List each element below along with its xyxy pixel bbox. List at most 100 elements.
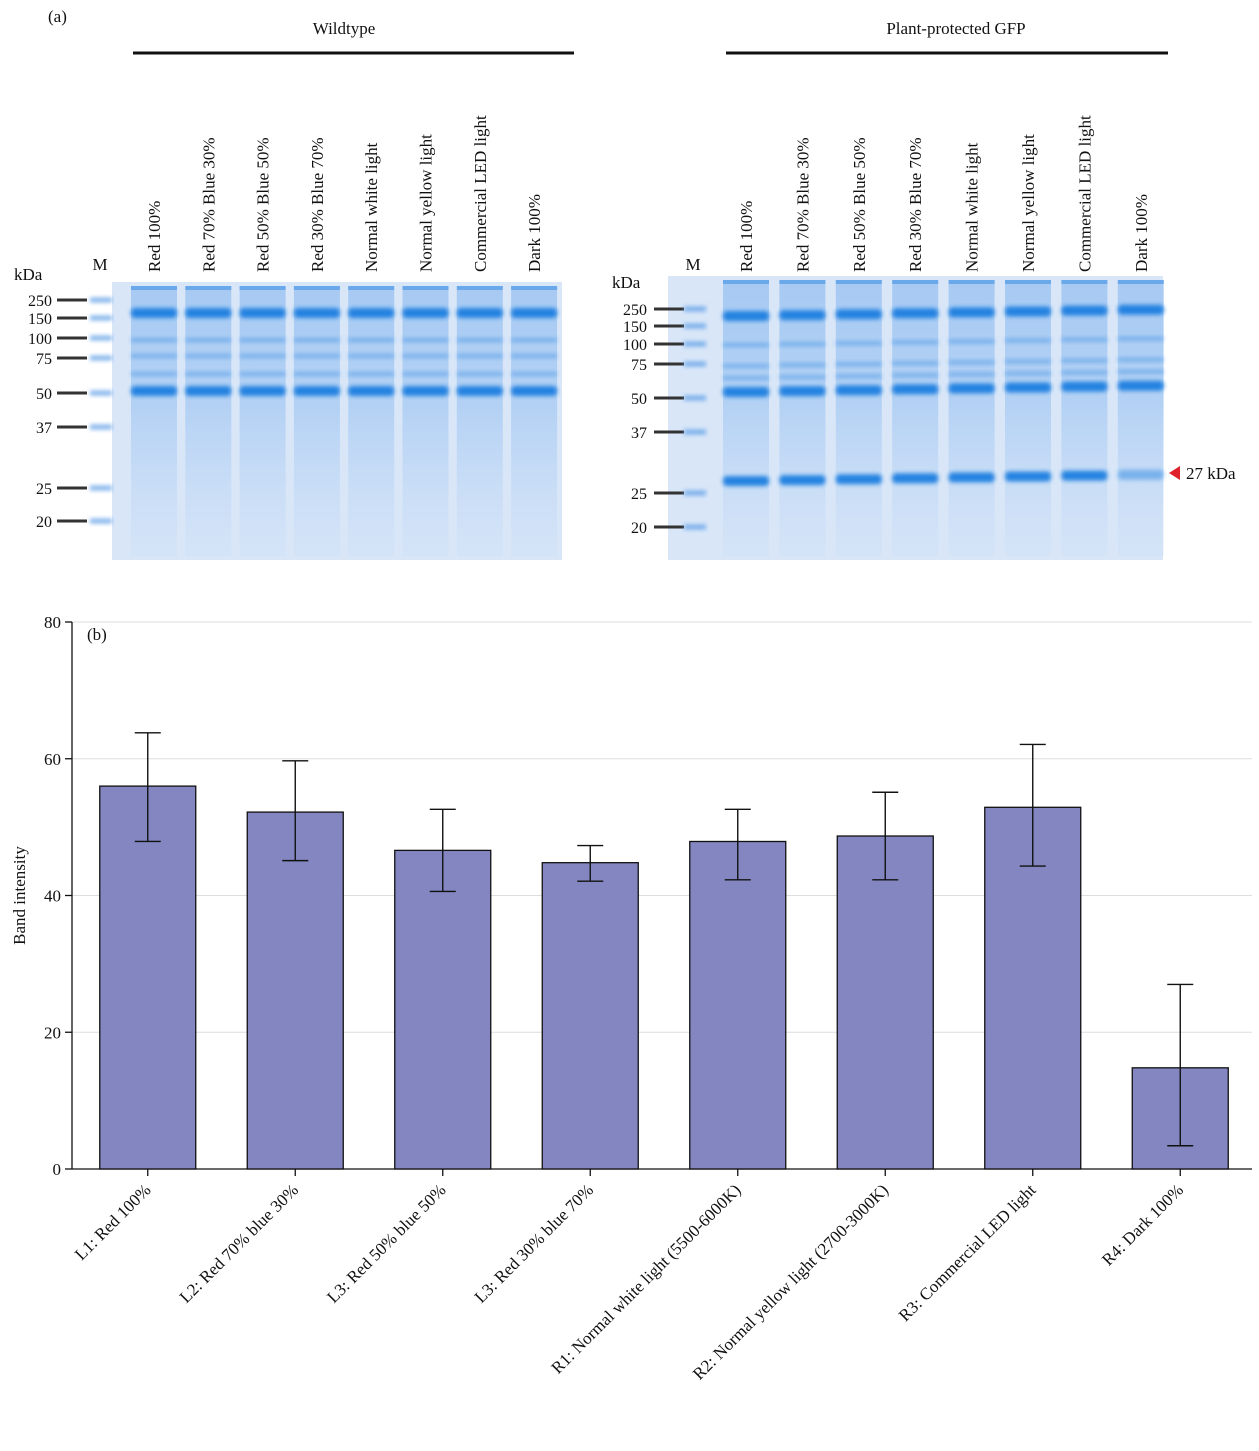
faint-band <box>723 376 769 380</box>
marker-lane-label: M <box>92 255 107 274</box>
faint-band <box>948 339 995 344</box>
gel-group-title: Wildtype <box>313 19 376 38</box>
marker-ladder-band <box>684 341 706 347</box>
protein-band <box>402 386 449 396</box>
marker-ladder-band <box>90 315 112 321</box>
marker-tick-label: 37 <box>631 425 647 442</box>
lane-label: Red 70% Blue 30% <box>199 137 218 272</box>
faint-band <box>511 338 558 342</box>
faint-band <box>1005 371 1051 376</box>
protein-band <box>892 308 939 319</box>
faint-band <box>1117 336 1164 341</box>
marker-ladder-band <box>90 518 112 524</box>
lane-well <box>1005 280 1051 284</box>
lane-smear <box>1005 280 1051 556</box>
marker-tick-label: 250 <box>28 293 52 310</box>
faint-band <box>948 372 995 377</box>
x-tick-label: L1: Red 100% <box>71 1180 155 1264</box>
lane-well <box>1061 280 1108 284</box>
gfp-band <box>1117 469 1164 480</box>
marker-tick-label: 250 <box>623 302 647 319</box>
gfp-size-annotation: 27 kDa <box>1186 464 1236 483</box>
gel-lane: Dark 100% <box>1117 194 1164 556</box>
marker-tick-label: 37 <box>36 420 52 437</box>
faint-band <box>239 338 286 342</box>
faint-band <box>293 372 340 376</box>
faint-band <box>723 364 769 368</box>
panel-b-label: (b) <box>87 625 107 644</box>
marker-ladder-band <box>90 390 112 396</box>
lane-label: Red 50% Blue 50% <box>254 137 273 272</box>
gfp-band <box>1061 470 1108 481</box>
marker-lane-label: M <box>685 255 700 274</box>
faint-band <box>348 338 395 342</box>
gfp-band <box>948 472 995 483</box>
lane-well <box>511 286 558 290</box>
marker-ladder-band <box>90 485 112 491</box>
bar <box>836 835 934 1170</box>
protein-band <box>185 386 232 396</box>
lane-label: Red 100% <box>737 201 756 272</box>
protein-band <box>1061 305 1108 316</box>
marker-tick-label: 150 <box>28 311 52 328</box>
gel-lane: Red 70% Blue 30% <box>185 137 232 556</box>
lane-well <box>892 280 939 284</box>
marker-ladder-band <box>90 355 112 361</box>
gel-lane: Commercial LED light <box>456 115 503 556</box>
panel-a-label: (a) <box>48 7 67 26</box>
faint-band <box>456 338 503 342</box>
protein-band <box>131 386 177 396</box>
faint-band <box>1061 370 1108 375</box>
y-tick-label: 20 <box>44 1023 61 1042</box>
bar <box>689 840 787 1170</box>
protein-band <box>402 308 449 318</box>
gfp-band <box>892 473 939 484</box>
marker-ladder-band <box>684 395 706 401</box>
lane-smear <box>348 286 395 556</box>
protein-band <box>723 311 769 321</box>
faint-band <box>131 354 177 358</box>
protein-band <box>131 308 177 318</box>
protein-band <box>348 386 395 396</box>
faint-band <box>892 361 939 366</box>
protein-band <box>293 386 340 396</box>
faint-band <box>131 372 177 376</box>
y-tick-label: 60 <box>44 750 61 769</box>
marker-tick-label: 100 <box>28 331 52 348</box>
lane-label: Dark 100% <box>1132 194 1151 272</box>
lane-label: Commercial LED light <box>1075 115 1094 272</box>
x-tick-label: L2: Red 70% blue 30% <box>176 1180 302 1306</box>
protein-band <box>348 308 395 318</box>
lane-label: Red 100% <box>145 201 164 272</box>
lane-well <box>293 286 340 290</box>
lane-label: Normal yellow light <box>417 134 436 272</box>
faint-band <box>239 372 286 376</box>
lane-smear <box>293 286 340 556</box>
x-tick-label: R3: Commercial LED light <box>895 1180 1040 1325</box>
lane-well <box>239 286 286 290</box>
bar <box>984 806 1082 1170</box>
lane-smear <box>402 286 449 556</box>
x-tick-label: R4: Dark 100% <box>1098 1180 1187 1269</box>
band-intensity-chart: 0 20 40 60 80 Band intensity (b) L1: Red 100% L2… <box>0 600 1259 1446</box>
lane-smear <box>835 280 882 556</box>
protein-band <box>456 308 503 318</box>
faint-band <box>293 354 340 358</box>
protein-band <box>723 387 769 397</box>
protein-band <box>185 308 232 318</box>
faint-band <box>402 338 449 342</box>
lane-smear <box>1061 280 1108 556</box>
y-tick-label: 80 <box>44 613 61 632</box>
lane-well <box>835 280 882 284</box>
y-tick-label: 0 <box>53 1160 62 1179</box>
faint-band <box>348 372 395 376</box>
marker-tick-label: 100 <box>623 337 647 354</box>
protein-band <box>511 308 558 318</box>
lane-well <box>948 280 995 284</box>
kda-label: kDa <box>612 273 641 292</box>
gel-group-title: Plant-protected GFP <box>886 19 1025 38</box>
protein-band <box>948 307 995 318</box>
faint-band <box>1061 337 1108 342</box>
lane-well <box>185 286 232 290</box>
